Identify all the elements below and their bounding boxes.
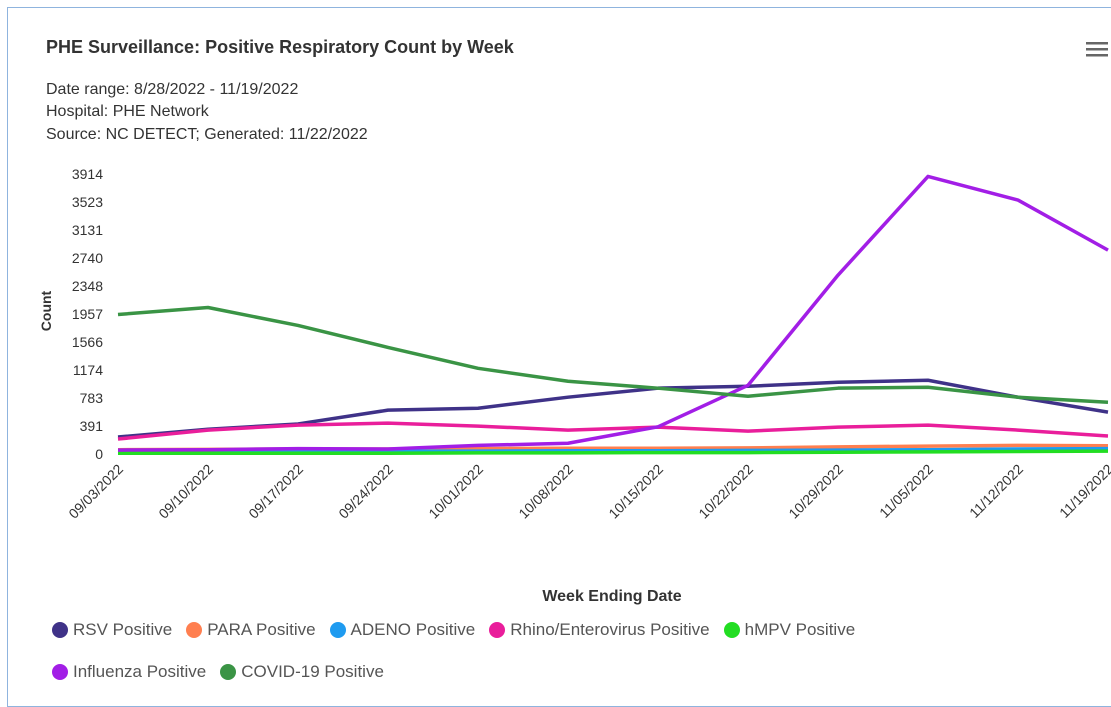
y-tick-label: 2740 <box>72 250 103 266</box>
y-tick-label: 1566 <box>72 334 103 350</box>
x-tick-label: 10/29/2022 <box>785 461 846 522</box>
chart-title: PHE Surveillance: Positive Respiratory C… <box>46 37 515 57</box>
x-tick-label: 11/19/2022 <box>1056 461 1111 521</box>
y-tick-label: 3914 <box>72 166 103 182</box>
x-tick-label: 10/22/2022 <box>695 461 756 522</box>
legend-label: Influenza Positive <box>73 662 207 681</box>
y-tick-label: 3523 <box>72 194 103 210</box>
y-tick-label: 3131 <box>72 222 103 238</box>
legend-label: Rhino/Enterovirus Positive <box>510 620 710 639</box>
legend-marker <box>489 622 506 638</box>
legend-marker <box>723 622 740 638</box>
y-axis-title: Count <box>38 290 54 331</box>
legend-label: ADENO Positive <box>350 620 476 639</box>
x-axis-title: Week Ending Date <box>542 588 681 605</box>
subtitle: Source: NC DETECT; Generated: 11/22/2022 <box>46 126 368 143</box>
x-tick-label: 10/15/2022 <box>605 461 666 522</box>
legend-marker <box>52 622 68 638</box>
legend-marker <box>220 664 237 680</box>
x-tick-label: 11/05/2022 <box>876 461 936 521</box>
legend-label: COVID-19 Positive <box>241 662 384 681</box>
x-tick-label: 09/17/2022 <box>245 461 306 522</box>
legend-item[interactable]: PARA Positive <box>186 618 316 642</box>
series-line <box>117 305 1109 404</box>
menu-icon[interactable] <box>1086 42 1108 57</box>
legend-item[interactable]: RSV Positive <box>52 618 172 642</box>
legend-marker <box>329 622 346 638</box>
y-tick-label: 391 <box>80 418 104 434</box>
subtitle: Date range: 8/28/2022 - 11/19/2022 <box>46 81 298 98</box>
legend-label: hMPV Positive <box>744 620 856 639</box>
legend-label: RSV Positive <box>73 620 173 639</box>
series-line <box>117 174 1109 452</box>
x-tick-label: 09/24/2022 <box>335 461 396 522</box>
series-line <box>117 446 1109 454</box>
legend-item[interactable]: hMPV Positive <box>723 618 856 642</box>
y-tick-label: 0 <box>95 446 103 462</box>
x-tick-label: 09/10/2022 <box>155 461 216 522</box>
y-tick-label: 2348 <box>72 278 103 294</box>
legend-label: PARA Positive <box>207 620 316 639</box>
x-tick-label: 10/08/2022 <box>515 461 576 522</box>
legend-item[interactable]: Rhino/Enterovirus Positive <box>489 618 710 642</box>
y-tick-label: 1174 <box>73 362 103 378</box>
series-line <box>118 449 1109 456</box>
x-tick-label: 11/12/2022 <box>966 461 1026 521</box>
legend: RSV Positive PARA Positive ADENO Positive R… <box>52 618 952 684</box>
legend-item[interactable]: COVID-19 Positive <box>220 660 384 684</box>
legend-item[interactable]: ADENO Positive <box>329 618 476 642</box>
series-line <box>117 421 1109 441</box>
legend-item[interactable]: Influenza Positive <box>52 660 206 684</box>
x-tick-label: 10/01/2022 <box>425 461 486 522</box>
legend-marker <box>52 664 68 680</box>
subtitle: Hospital: PHE Network <box>46 103 210 120</box>
x-tick-label: 09/03/2022 <box>65 461 126 522</box>
y-tick-label: 783 <box>80 390 104 406</box>
legend-marker <box>186 622 203 638</box>
y-tick-label: 1957 <box>72 306 103 322</box>
